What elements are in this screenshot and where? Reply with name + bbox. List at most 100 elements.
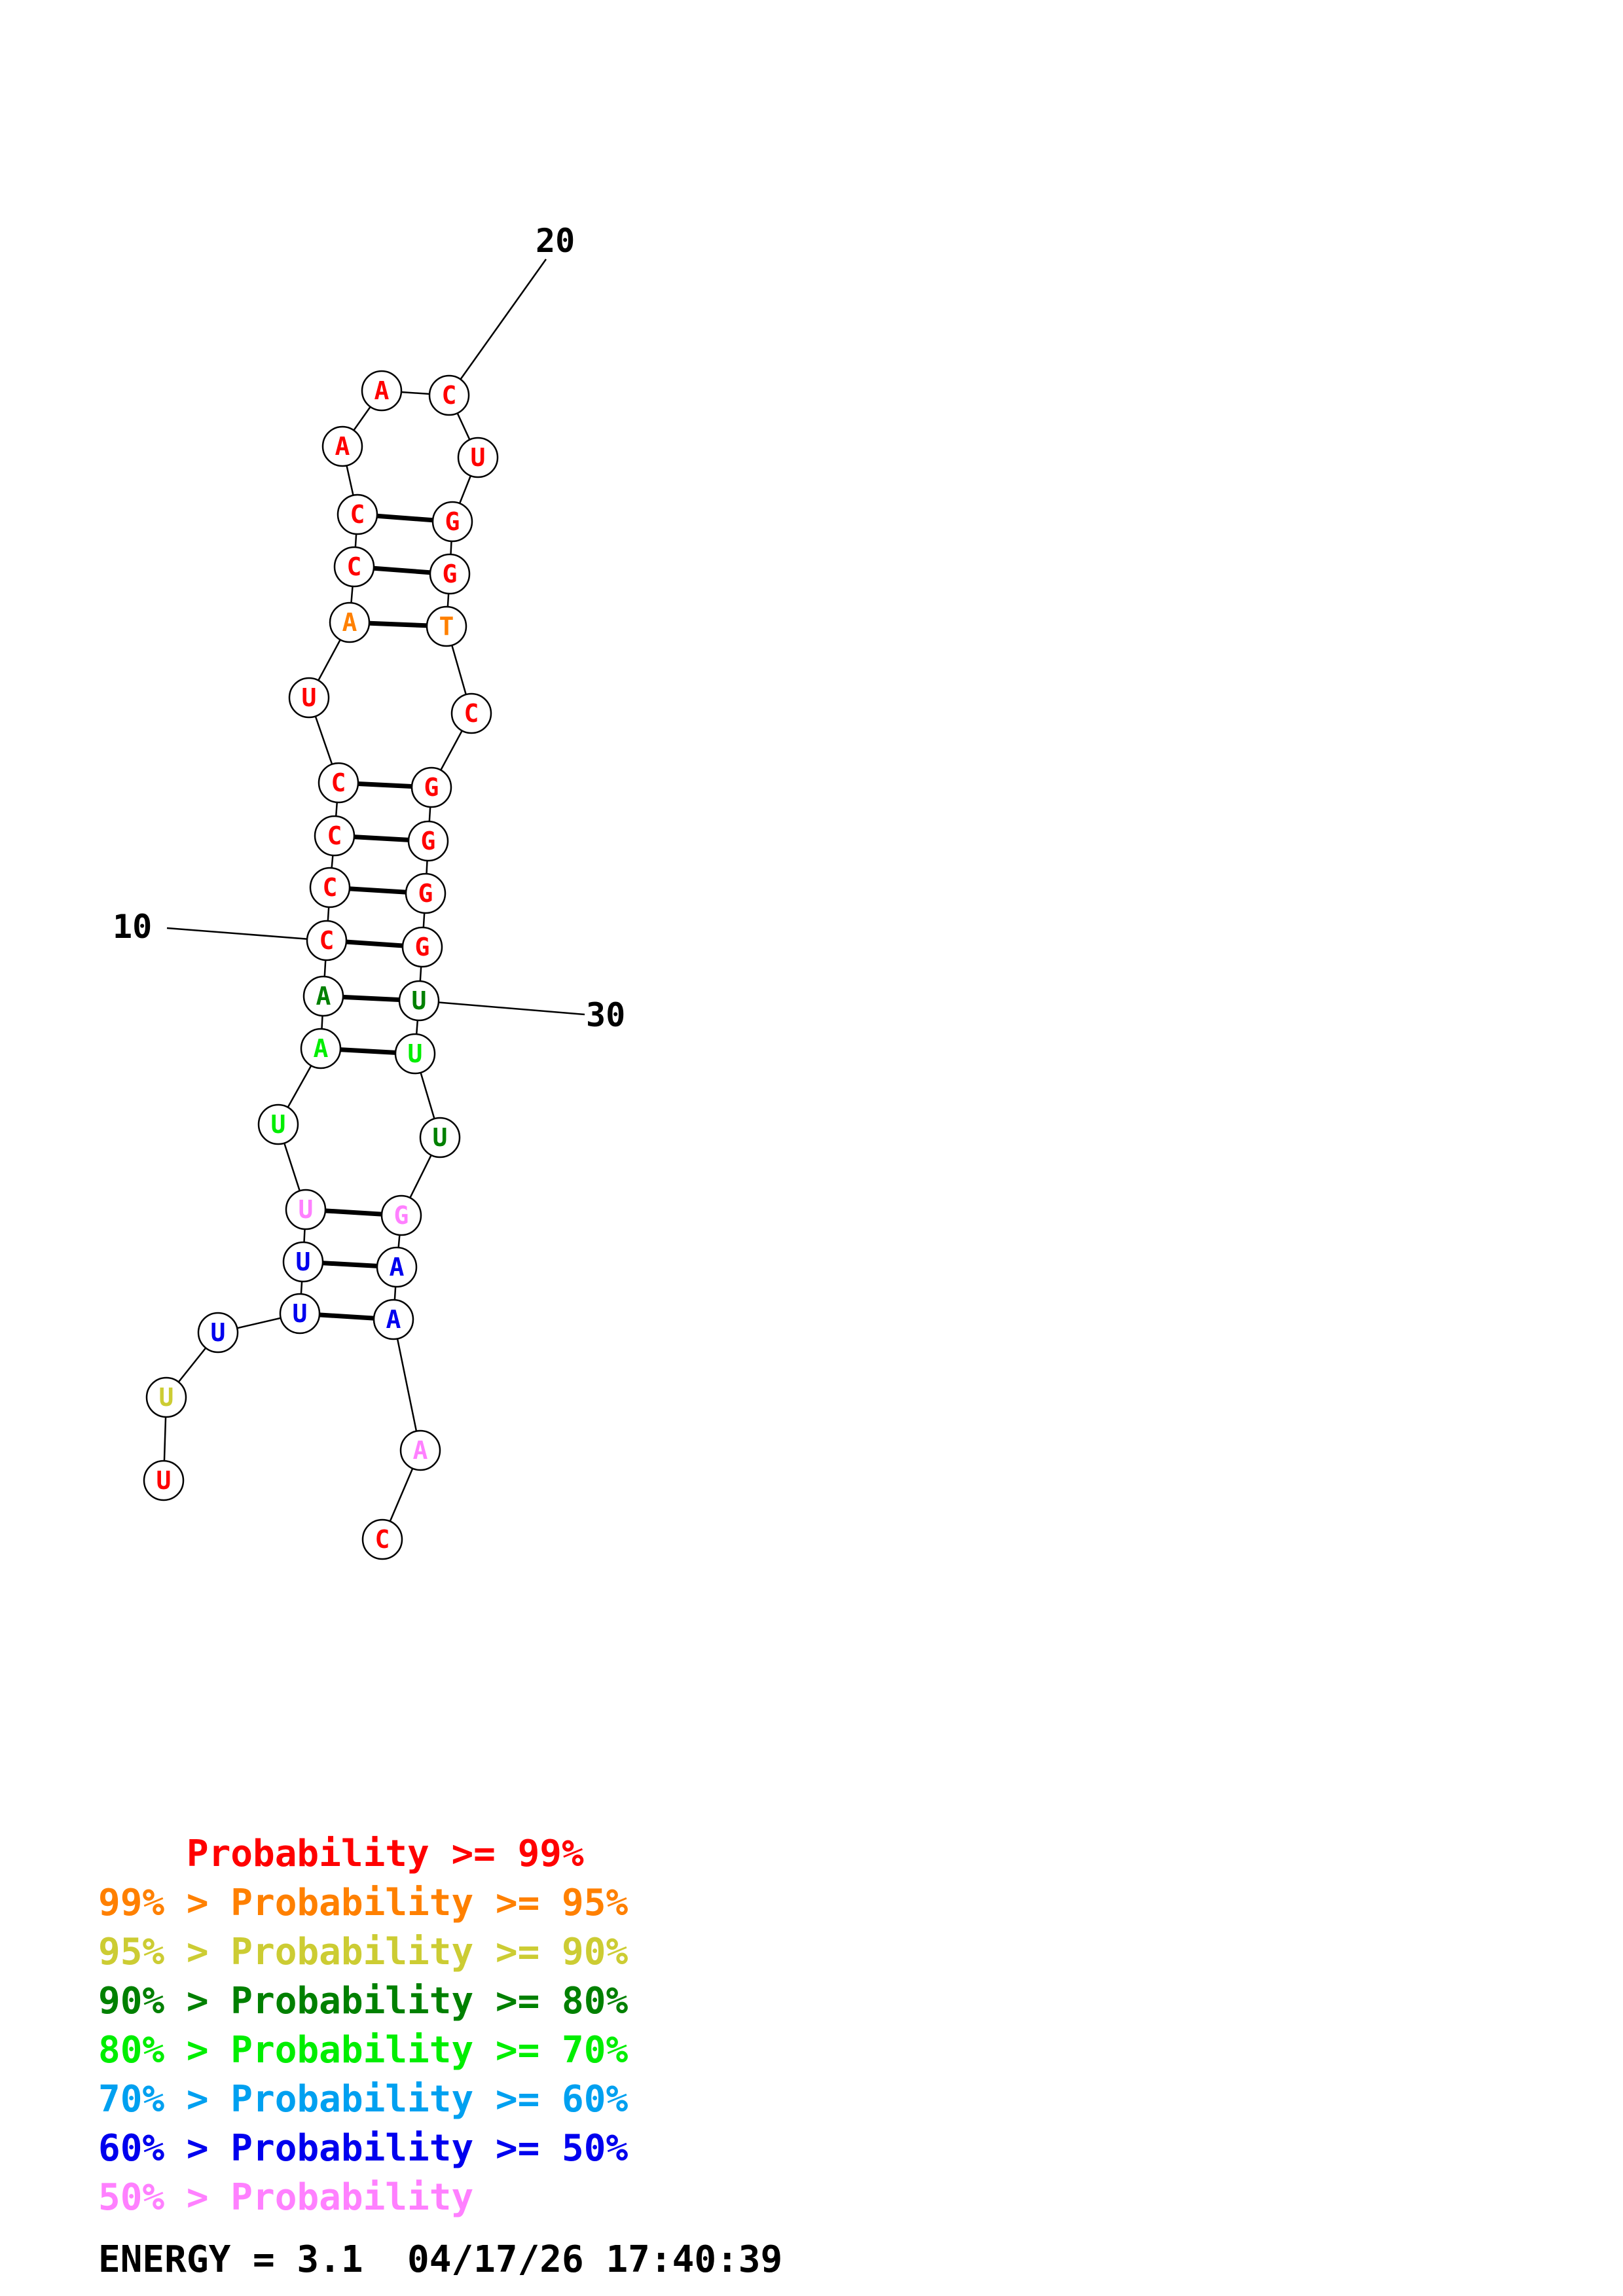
position-label-30: 30 [586, 996, 625, 1034]
nucleotide-circle [376, 1246, 418, 1288]
nucleotide-circle [145, 1376, 187, 1418]
nucleotide-circle [321, 425, 363, 467]
nucleotide-30: U [398, 980, 440, 1022]
nucleotide-base: G [443, 560, 458, 588]
nucleotide-circle [333, 546, 375, 588]
legend-suffix: >= 80% [473, 1980, 629, 2022]
nucleotide-circle [428, 374, 470, 416]
nucleotide-34: A [376, 1246, 418, 1288]
nucleotide-base: C [347, 552, 362, 581]
nucleotide-base: U [156, 1466, 172, 1495]
nucleotide-circle [257, 1103, 299, 1145]
legend-row: 99% > Probability >= 95% [98, 1878, 628, 1928]
nucleotide-circle [380, 1194, 422, 1236]
legend-row: Probability >= 99% [98, 1829, 628, 1878]
legend-probability: Probability [230, 2029, 474, 2072]
nucleotide-22: G [431, 501, 473, 543]
nucleotide-base: U [299, 1195, 314, 1224]
nucleotide-6: U [285, 1189, 327, 1230]
nucleotide-base: U [296, 1247, 311, 1276]
nucleotide-circle [429, 553, 471, 595]
nucleotide-base: U [412, 986, 427, 1015]
legend-row: 60% > Probability >= 50% [98, 2124, 628, 2173]
nucleotide-circle [361, 1518, 403, 1560]
nucleotide-3: U [197, 1312, 239, 1354]
legend-prefix [98, 1833, 187, 1875]
nucleotide-base: A [314, 1034, 329, 1063]
nucleotide-7: U [257, 1103, 299, 1145]
backbone-segment [392, 1319, 422, 1451]
nucleotide-base: A [374, 376, 390, 405]
legend-row: 80% > Probability >= 70% [98, 2026, 628, 2075]
legend-suffix: >= 95% [473, 1882, 629, 1924]
legend-prefix: 95% > [98, 1931, 231, 1973]
nucleotide-circle [410, 766, 452, 808]
nucleotide-circle [329, 601, 371, 643]
nucleotide-base: A [413, 1436, 428, 1465]
nucleotide-base: U [433, 1123, 448, 1152]
nucleotide-9: A [302, 975, 344, 1017]
nucleotide-4: U [279, 1293, 321, 1335]
nucleotide-19: A [361, 370, 403, 412]
nucleotide-31: U [394, 1033, 436, 1075]
position-label-leader [418, 999, 585, 1016]
legend-probability: Probability [186, 1833, 429, 1875]
nucleotide-circle [426, 605, 467, 647]
nucleotide-base: C [327, 821, 342, 850]
nucleotide-base: U [271, 1110, 286, 1139]
nucleotide-13: C [318, 762, 359, 804]
nucleotide-circle [300, 1028, 342, 1069]
nucleotide-base: A [342, 608, 357, 637]
nucleotide-5: U [282, 1241, 324, 1283]
nucleotide-base: C [323, 873, 338, 902]
nucleotide-25: C [450, 692, 492, 734]
nucleotide-base: C [442, 381, 457, 410]
legend-prefix: 60% > [98, 2127, 231, 2170]
nucleotide-circle [337, 493, 378, 535]
nucleotide-24: T [426, 605, 467, 647]
nucleotide-10: C [306, 920, 348, 961]
nucleotide-18: A [321, 425, 363, 467]
nucleotide-21: U [457, 437, 499, 478]
nucleotide-circle [450, 692, 492, 734]
legend-probability: Probability [230, 1931, 474, 1973]
legend-suffix: >= 60% [473, 2078, 629, 2121]
nucleotide-28: G [405, 872, 447, 914]
nucleotide-11: C [309, 867, 351, 908]
nucleotide-37: C [361, 1518, 403, 1560]
legend-row: 70% > Probability >= 60% [98, 2075, 628, 2124]
nucleotide-17: C [337, 493, 378, 535]
nucleotide-circle [457, 437, 499, 478]
nucleotide-circle [399, 1429, 441, 1471]
legend-prefix: 80% > [98, 2029, 231, 2072]
legend-probability: Probability [230, 2127, 474, 2170]
legend-row: 90% > Probability >= 80% [98, 1977, 628, 2026]
legend-suffix: >= 50% [473, 2127, 629, 2170]
nucleotide-circle [419, 1117, 461, 1158]
nucleotide-base: T [439, 612, 454, 641]
nucleotide-circle [361, 370, 403, 412]
nucleotide-27: G [407, 820, 449, 862]
nucleotide-base: C [464, 699, 479, 728]
nucleotide-circle [306, 920, 348, 961]
nucleotide-32: U [419, 1117, 461, 1158]
nucleotide-circle [394, 1033, 436, 1075]
nucleotide-base: U [302, 683, 317, 712]
nucleotide-base: U [293, 1299, 308, 1328]
nucleotide-base: G [394, 1201, 409, 1230]
nucleotide-base: A [386, 1305, 401, 1334]
nucleotide-15: A [329, 601, 371, 643]
nucleotide-circle [197, 1312, 239, 1354]
nucleotide-26: G [410, 766, 452, 808]
probability-legend: Probability >= 99% 99% > Probability >= 9… [98, 1829, 628, 2222]
nucleotide-36: A [399, 1429, 441, 1471]
nucleotide-base: A [390, 1253, 405, 1282]
position-labels: 10 20 30 [113, 222, 625, 1034]
legend-probability: Probability [230, 1882, 474, 1924]
legend-probability: Probability [230, 2176, 474, 2219]
nucleotide-12: C [314, 815, 356, 857]
nucleotide-circle [405, 872, 447, 914]
nucleotide-base: A [335, 432, 350, 461]
nucleotide-circle [309, 867, 351, 908]
